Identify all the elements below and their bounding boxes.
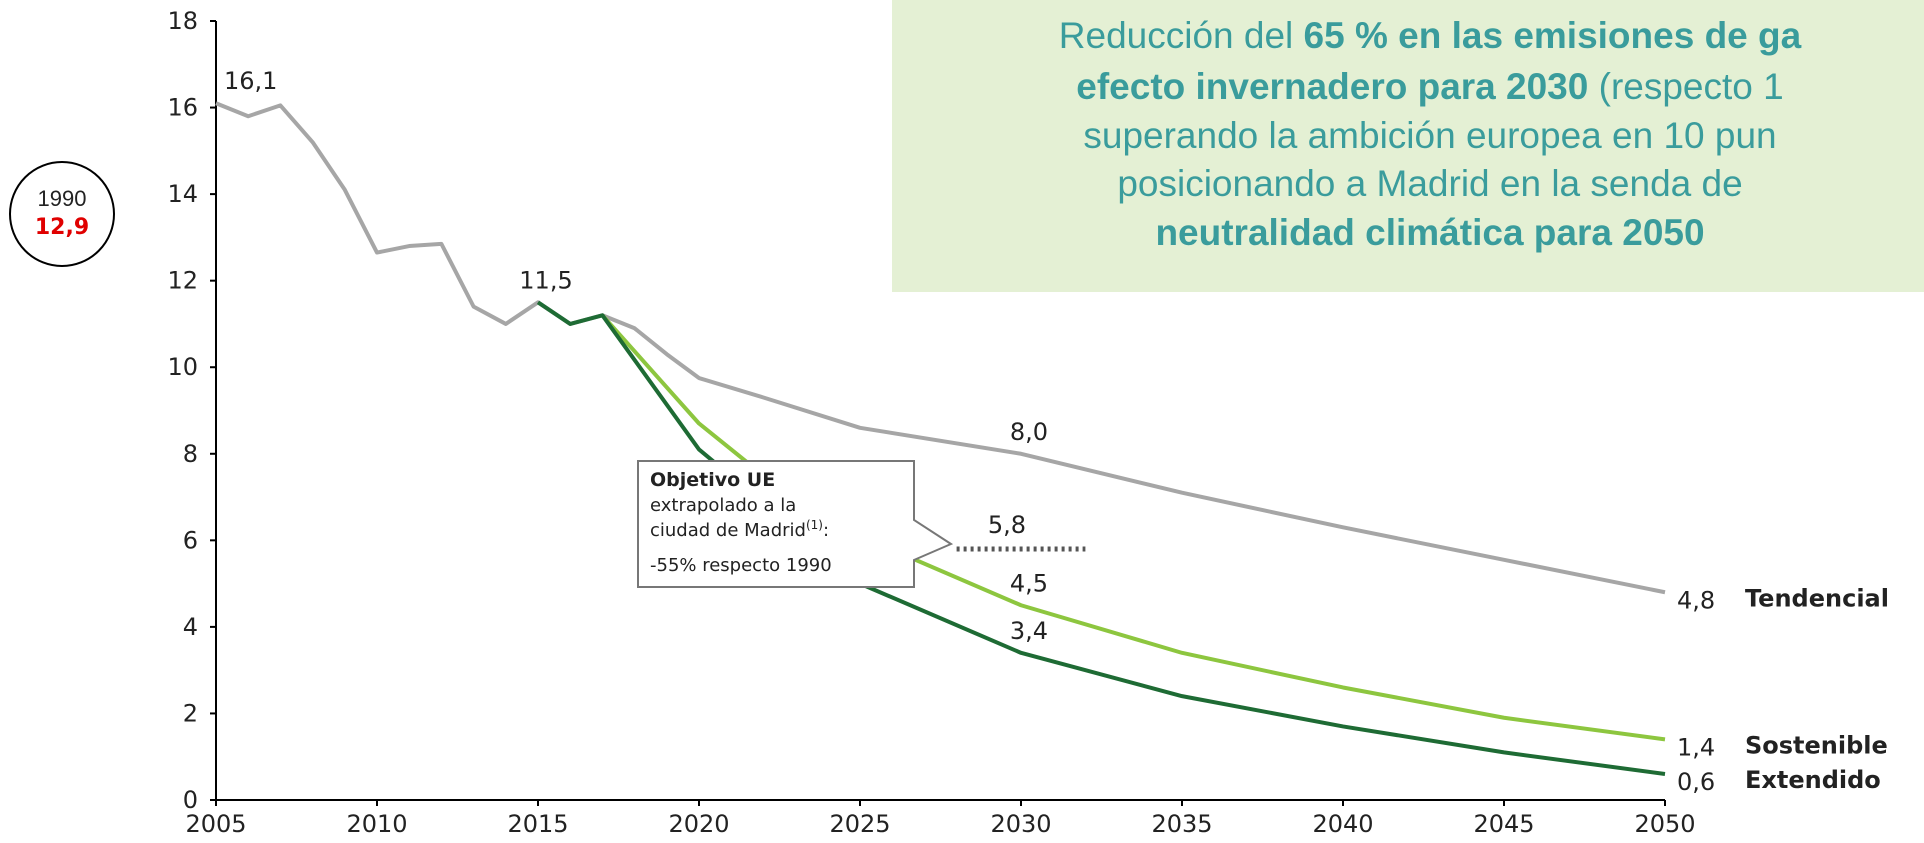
callout-box: [637, 460, 954, 588]
legend-label: Extendido: [1745, 766, 1881, 794]
baseline-value: 12,9: [35, 215, 89, 240]
value-label: 3,4: [1010, 617, 1048, 645]
y-tick-label: 6: [183, 526, 198, 554]
x-tick-label: 2010: [346, 810, 407, 838]
y-tick-label: 18: [167, 7, 198, 35]
series-line: [536, 300, 1666, 777]
y-tick-label: 0: [183, 786, 198, 814]
value-label: 8,0: [1010, 418, 1048, 446]
x-tick-label: 2025: [829, 810, 890, 838]
baseline-year: 1990: [38, 186, 87, 211]
headline-line: posicionando a Madrid en la senda de: [1117, 163, 1742, 204]
value-label: 4,8: [1677, 586, 1715, 614]
y-tick-label: 16: [167, 94, 198, 122]
value-label: 4,5: [1010, 569, 1048, 597]
headline-line: neutralidad climática para 2050: [1155, 212, 1704, 253]
headline-line: Reducción del 65 % en las emisiones de g…: [1059, 15, 1802, 56]
x-tick-label: 2030: [990, 810, 1051, 838]
x-tick-label: 2015: [507, 810, 568, 838]
x-tick-label: 2050: [1634, 810, 1695, 838]
y-tick-label: 2: [183, 699, 198, 727]
legend-label: Sostenible: [1745, 731, 1888, 759]
callout-line: -55% respecto 1990: [650, 555, 832, 576]
plot: 0 2 4 6 8 10 12 14 16 18 2005 2010 2015 2020 2025 2030 2…: [167, 7, 1889, 838]
baseline-circle: [9, 161, 115, 267]
callout-line: extrapolado a la: [650, 495, 796, 516]
headline-line: efecto invernadero para 2030 (respecto 1: [1076, 66, 1783, 107]
value-label: 0,6: [1677, 768, 1715, 796]
legend-label: Tendencial: [1745, 584, 1889, 612]
y-tick-label: 8: [183, 440, 198, 468]
x-tick-label: 2040: [1312, 810, 1373, 838]
y-tick-label: 10: [167, 353, 198, 381]
y-tick-label: 12: [167, 267, 198, 295]
x-tick-label: 2035: [1151, 810, 1212, 838]
series-line: [600, 313, 1666, 742]
target-label: 5,8: [988, 511, 1026, 539]
y-tick-label: 4: [183, 613, 198, 641]
y-tick-label: 14: [167, 180, 198, 208]
x-tick-label: 2045: [1473, 810, 1534, 838]
headline-box: [892, 0, 1924, 292]
value-label: 11,5: [519, 266, 572, 294]
x-tick-label: 2005: [185, 810, 246, 838]
callout-line: ciudad de Madrid(1):: [650, 518, 829, 541]
value-label: 1,4: [1677, 733, 1715, 761]
x-tick-label: 2020: [668, 810, 729, 838]
headline-line: superando la ambición europea en 10 pun: [1083, 115, 1776, 156]
callout-title: Objetivo UE: [650, 469, 775, 491]
value-label: 16,1: [224, 67, 277, 95]
